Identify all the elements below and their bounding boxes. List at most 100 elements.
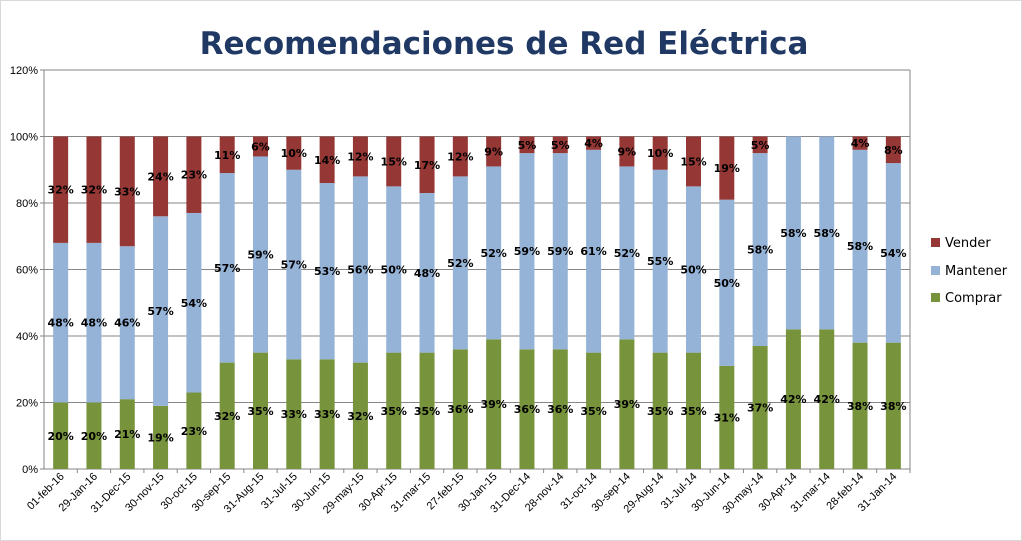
data-label: 59% bbox=[514, 245, 540, 258]
data-label: 20% bbox=[81, 430, 107, 443]
data-label: 35% bbox=[680, 405, 706, 418]
data-label: 8% bbox=[884, 144, 903, 157]
data-label: 33% bbox=[114, 185, 140, 198]
legend-swatch-comprar bbox=[931, 293, 940, 302]
bar-segment-mantener bbox=[319, 183, 335, 360]
data-label: 33% bbox=[314, 408, 340, 421]
bar-segment-vender bbox=[552, 136, 568, 154]
data-label: 50% bbox=[381, 264, 407, 277]
data-label: 10% bbox=[281, 147, 307, 160]
data-label: 11% bbox=[214, 149, 240, 162]
bar-segment-comprar bbox=[519, 349, 535, 469]
data-label: 12% bbox=[347, 150, 373, 163]
bar-segment-vender bbox=[119, 136, 135, 247]
bar-segment-vender bbox=[486, 136, 502, 167]
bar-segment-vender bbox=[419, 136, 435, 194]
bar-segment-comprar bbox=[386, 352, 402, 469]
bar-segment-comprar bbox=[419, 352, 435, 469]
data-label: 4% bbox=[584, 137, 603, 150]
data-label: 50% bbox=[714, 277, 740, 290]
bar-segment-vender bbox=[619, 136, 635, 167]
bar-segment-comprar bbox=[619, 339, 635, 469]
bar-segment-mantener bbox=[686, 186, 701, 353]
data-label: 53% bbox=[314, 265, 340, 278]
bar-segment-vender bbox=[652, 136, 668, 170]
legend: Vender Mantener Comprar bbox=[931, 236, 1008, 306]
bar-segment-mantener bbox=[586, 149, 602, 353]
data-label: 19% bbox=[714, 162, 740, 175]
y-tick-label: 60% bbox=[16, 265, 38, 277]
data-label: 39% bbox=[480, 398, 506, 411]
y-tick-label: 100% bbox=[10, 132, 38, 144]
bar-segment-vender bbox=[319, 136, 335, 184]
chart-title: Recomendaciones de Red Eléctrica bbox=[200, 26, 809, 62]
y-tick-label: 20% bbox=[16, 398, 38, 410]
data-label: 23% bbox=[181, 425, 207, 438]
data-label: 17% bbox=[414, 159, 440, 172]
data-label: 31% bbox=[714, 411, 740, 424]
bar-segment-mantener bbox=[785, 136, 801, 330]
data-label: 52% bbox=[614, 247, 640, 260]
data-label: 61% bbox=[580, 245, 606, 258]
bar-segment-vender bbox=[386, 136, 402, 187]
bar-segment-comprar bbox=[752, 345, 768, 469]
bar-segment-vender bbox=[586, 136, 602, 150]
y-tick-label: 120% bbox=[10, 65, 38, 77]
data-label: 52% bbox=[480, 247, 506, 260]
data-label: 6% bbox=[251, 140, 270, 153]
data-label: 15% bbox=[680, 155, 706, 168]
bar-segment-comprar bbox=[119, 399, 135, 469]
data-label: 5% bbox=[551, 139, 570, 152]
bar-segment-mantener bbox=[219, 173, 235, 363]
data-label: 35% bbox=[247, 405, 273, 418]
data-label: 57% bbox=[147, 305, 173, 318]
data-label: 33% bbox=[281, 408, 307, 421]
data-label: 32% bbox=[81, 184, 107, 197]
data-label: 35% bbox=[381, 405, 407, 418]
bar-segment-mantener bbox=[486, 166, 502, 340]
bar-segment-comprar bbox=[885, 342, 901, 469]
bar-segment-mantener bbox=[885, 163, 901, 343]
x-axis-ticks: 01-feb-1629-Jan-1631-Dec-1530-nov-1530-o… bbox=[25, 471, 899, 517]
data-label: 50% bbox=[680, 264, 706, 277]
data-label: 46% bbox=[114, 317, 140, 330]
bar-segment-vender bbox=[719, 136, 735, 200]
data-label: 32% bbox=[347, 410, 373, 423]
data-label: 32% bbox=[47, 184, 73, 197]
bar-segment-mantener bbox=[386, 186, 402, 353]
bar-segment-vender bbox=[253, 136, 268, 157]
data-label: 38% bbox=[847, 400, 873, 413]
data-label: 58% bbox=[747, 244, 773, 257]
bar-segment-mantener bbox=[652, 169, 668, 353]
bar-segment-comprar bbox=[552, 349, 568, 469]
y-tick-label: 80% bbox=[16, 198, 38, 210]
bar-segment-comprar bbox=[352, 362, 368, 469]
data-label: 37% bbox=[747, 401, 773, 414]
bar-segment-mantener bbox=[86, 242, 102, 403]
data-label: 36% bbox=[547, 403, 573, 416]
bar-segment-mantener bbox=[519, 153, 535, 350]
data-label: 56% bbox=[347, 264, 373, 277]
data-label: 38% bbox=[880, 400, 906, 413]
data-label: 48% bbox=[81, 317, 107, 330]
bar-segment-comprar bbox=[819, 329, 835, 469]
data-label: 35% bbox=[647, 405, 673, 418]
bar-segment-vender bbox=[286, 136, 302, 170]
bar-segment-comprar bbox=[153, 405, 169, 469]
bar-segment-vender bbox=[352, 136, 368, 177]
bar-segment-comprar bbox=[53, 402, 69, 469]
bar-segment-mantener bbox=[452, 176, 468, 350]
gridlines bbox=[40, 69, 911, 473]
data-label: 58% bbox=[814, 227, 840, 240]
data-label: 9% bbox=[618, 145, 637, 158]
data-label: 58% bbox=[847, 240, 873, 253]
data-label: 59% bbox=[547, 245, 573, 258]
data-label: 57% bbox=[214, 262, 240, 275]
data-label: 57% bbox=[281, 259, 307, 272]
bar-segment-mantener bbox=[619, 166, 635, 340]
bar-segment-mantener bbox=[53, 242, 69, 403]
data-label: 12% bbox=[447, 150, 473, 163]
bar-segment-mantener bbox=[186, 212, 202, 393]
data-label: 5% bbox=[751, 139, 770, 152]
